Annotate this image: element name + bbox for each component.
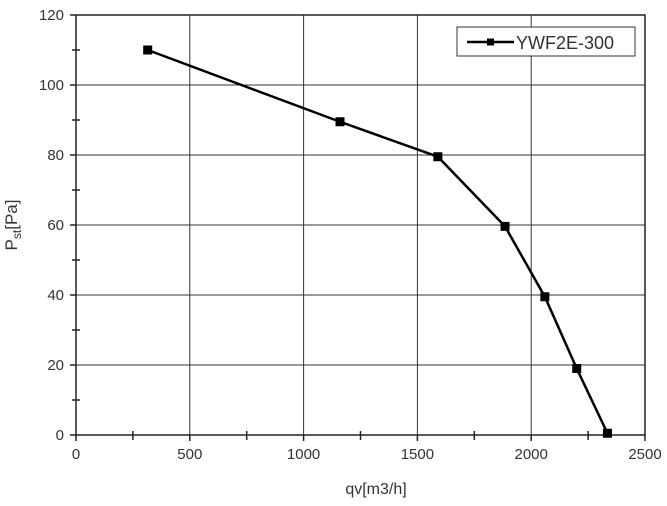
y-axis-label-sub: st bbox=[10, 229, 24, 239]
data-point-marker bbox=[433, 152, 443, 162]
x-tick-label: 0 bbox=[72, 446, 80, 463]
data-point-marker bbox=[143, 45, 153, 55]
x-axis-label: qv[m3/h] bbox=[345, 481, 406, 498]
data-point-marker bbox=[602, 428, 612, 438]
series-line bbox=[147, 48, 609, 434]
y-axis-label: Pst[Pa] bbox=[2, 200, 24, 251]
series bbox=[143, 45, 612, 438]
data-point-marker bbox=[540, 292, 550, 302]
y-tick-label: 20 bbox=[47, 357, 64, 374]
legend-label: YWF2E-300 bbox=[516, 33, 614, 53]
data-point-marker bbox=[500, 221, 510, 231]
y-tick-label: 40 bbox=[47, 287, 64, 304]
x-tick-label: 1500 bbox=[401, 446, 434, 463]
x-tick-label: 500 bbox=[177, 446, 202, 463]
x-tick-label: 1000 bbox=[287, 446, 320, 463]
legend: YWF2E-300 bbox=[456, 26, 636, 57]
data-point-marker bbox=[572, 364, 582, 373]
y-axis-label-unit: [Pa] bbox=[2, 200, 21, 230]
y-tick-label: 0 bbox=[56, 427, 64, 444]
y-axis-label-main: P bbox=[2, 239, 21, 250]
y-tick-label: 80 bbox=[47, 147, 64, 164]
x-tick-label: 2500 bbox=[628, 446, 661, 463]
legend-marker-icon bbox=[487, 38, 494, 46]
ticks: 0 500 1000 1500 2000 2500 0 20 40 60 80 100 120 bbox=[39, 7, 662, 463]
y-tick-label: 120 bbox=[39, 7, 64, 24]
data-point-marker bbox=[335, 117, 345, 127]
y-tick-label: 60 bbox=[47, 217, 64, 234]
grid bbox=[75, 14, 646, 436]
x-tick-label: 2000 bbox=[515, 446, 548, 463]
y-tick-label: 100 bbox=[39, 77, 64, 94]
